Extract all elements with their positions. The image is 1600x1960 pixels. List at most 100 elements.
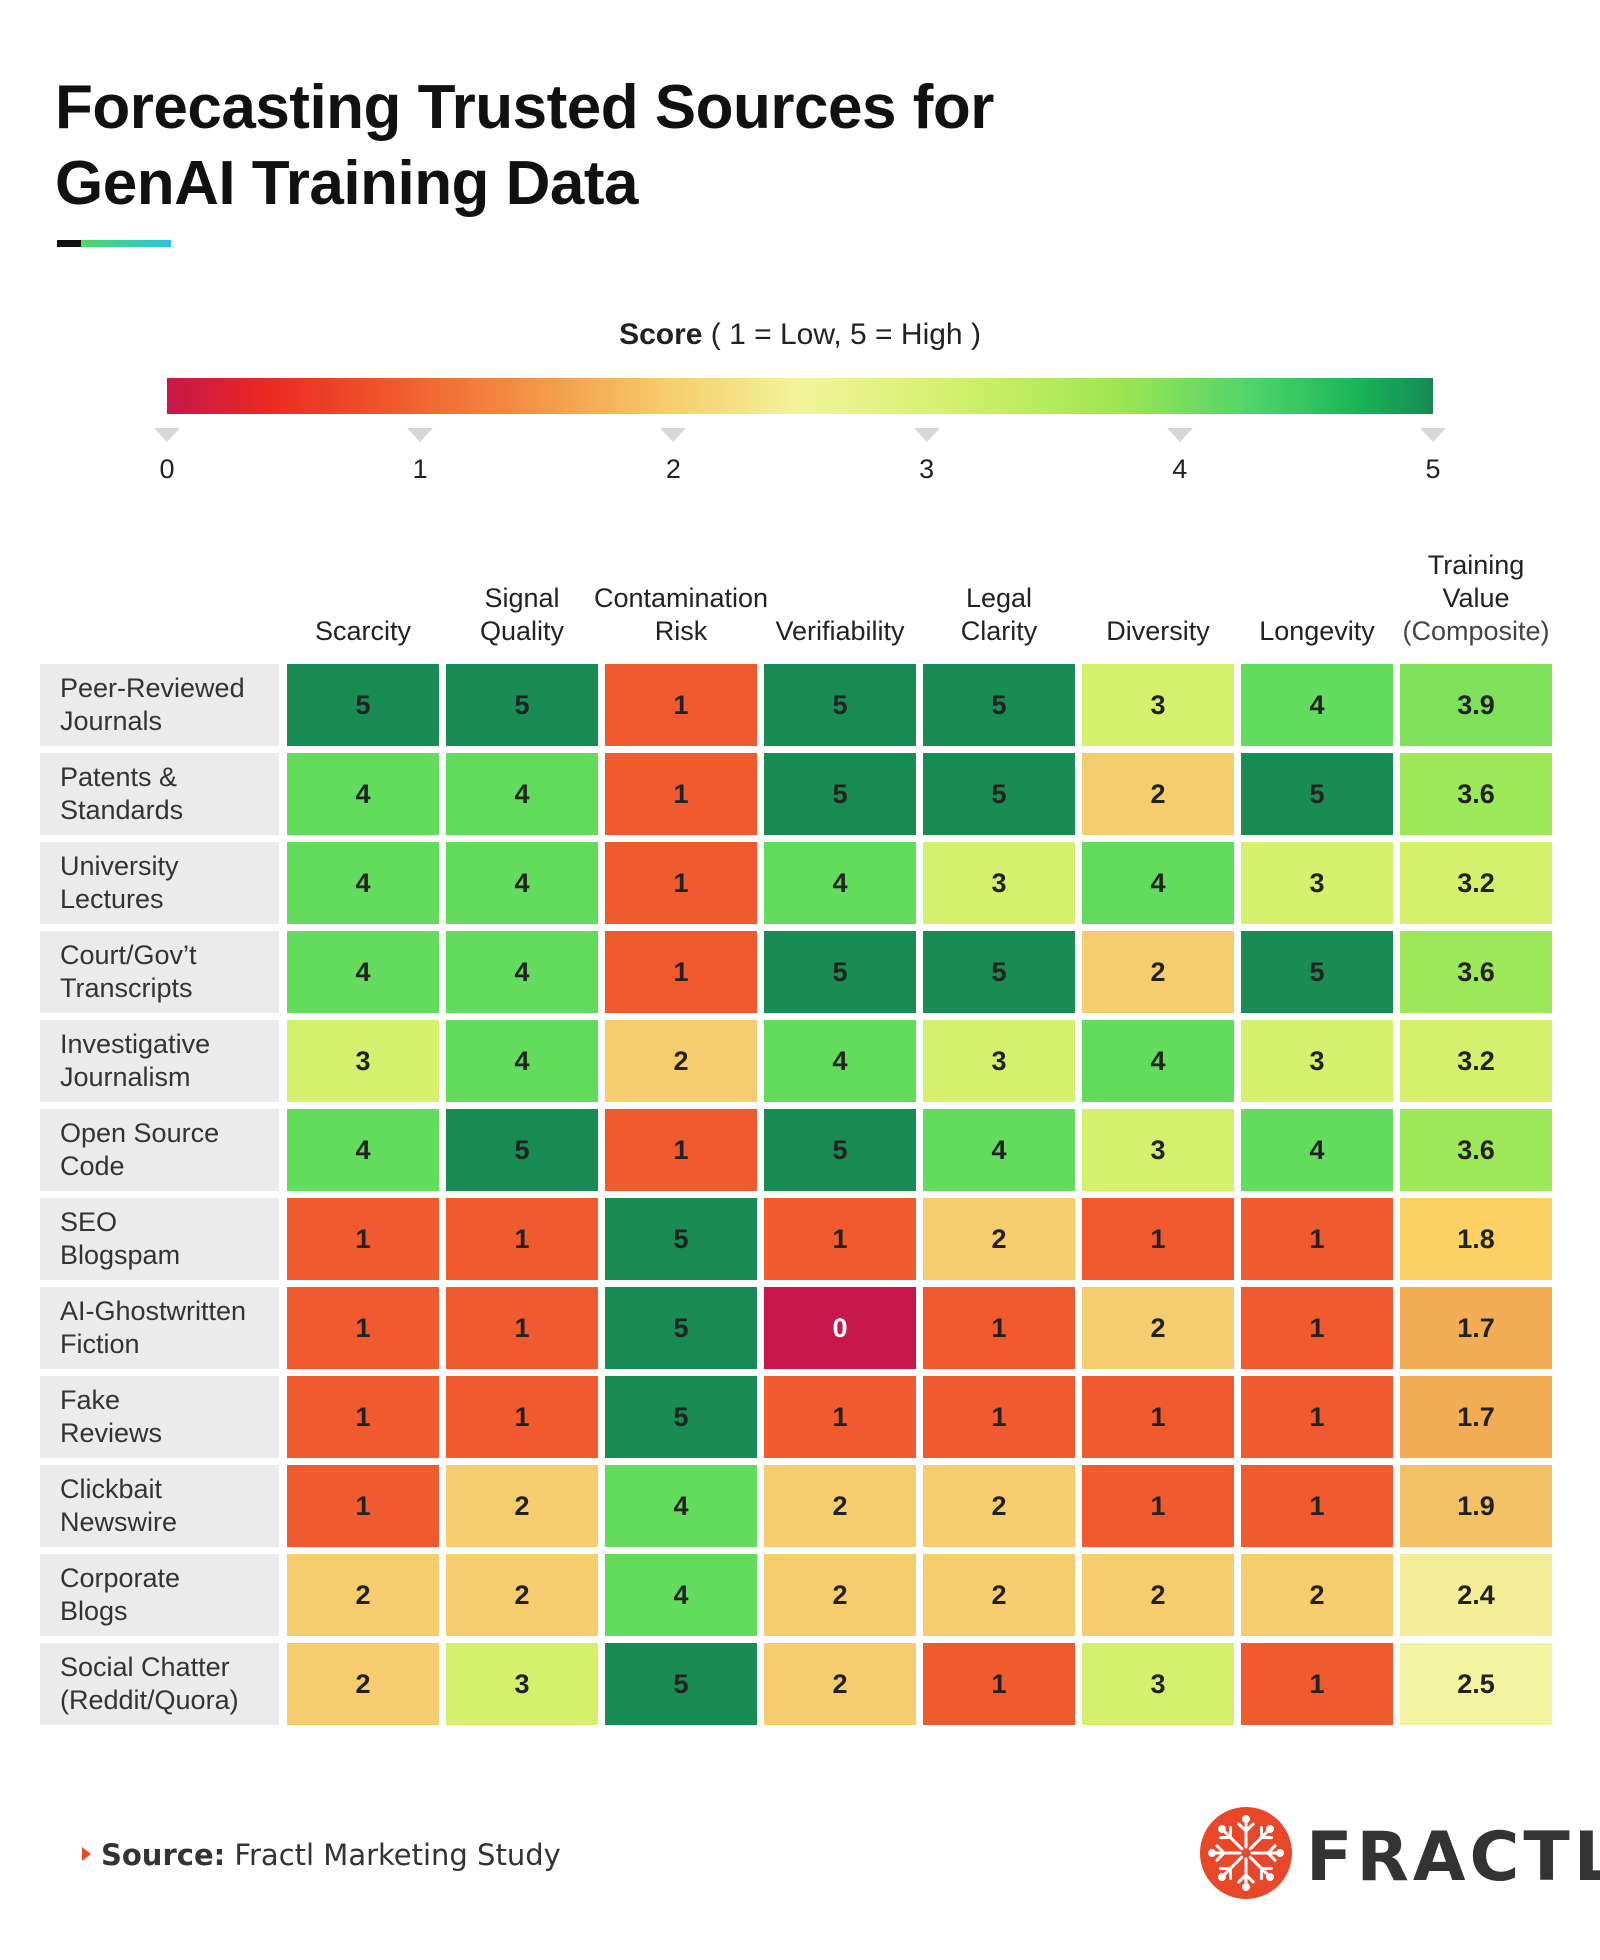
row-label: Fake Reviews	[40, 1376, 279, 1458]
score-cell: 4	[446, 931, 598, 1013]
legend-tick: 5	[1403, 428, 1463, 485]
column-header-line: Longevity	[1259, 616, 1375, 646]
score-cell: 2	[446, 1554, 598, 1636]
score-cell: 3	[1082, 1109, 1234, 1191]
score-cell: 4	[1082, 1020, 1234, 1102]
score-cell: 4	[446, 1020, 598, 1102]
score-cell: 1	[1082, 1376, 1234, 1458]
score-cell: 1	[1241, 1643, 1393, 1725]
score-cell: 5	[1241, 753, 1393, 835]
score-cell: 4	[764, 842, 916, 924]
row-label-line: Peer-Reviewed	[60, 673, 245, 703]
row-label-line: Court/Gov’t	[60, 940, 197, 970]
legend-title-rest: ( 1 = Low, 5 = High )	[702, 318, 981, 351]
row-label-line: Fiction	[60, 1329, 140, 1359]
score-cell: 5	[764, 664, 916, 746]
column-header: Scarcity	[287, 528, 439, 648]
column-header-subtitle: (Composite)	[1402, 616, 1550, 646]
score-cell: 1	[446, 1198, 598, 1280]
row-label: Patents & Standards	[40, 753, 279, 835]
row-label-line: Journalism	[60, 1062, 191, 1092]
composite-score-cell: 2.5	[1400, 1643, 1552, 1725]
source-label: Source:	[101, 1838, 226, 1872]
composite-score-cell: 1.8	[1400, 1198, 1552, 1280]
column-header-line: Value	[1442, 583, 1510, 613]
score-cell: 2	[287, 1554, 439, 1636]
score-cell: 1	[764, 1376, 916, 1458]
score-cell: 5	[605, 1198, 757, 1280]
score-cell: 3	[1241, 842, 1393, 924]
score-cell: 1	[446, 1287, 598, 1369]
score-cell: 1	[287, 1198, 439, 1280]
score-cell: 5	[287, 664, 439, 746]
column-header: Contamination Risk	[594, 528, 768, 648]
score-cell: 1	[1082, 1198, 1234, 1280]
score-cell: 1	[605, 664, 757, 746]
score-cell: 4	[764, 1020, 916, 1102]
row-label: Open Source Code	[40, 1109, 279, 1191]
legend-tick-marker-icon	[1420, 428, 1446, 442]
score-cell: 5	[764, 753, 916, 835]
row-label: Investigative Journalism	[40, 1020, 279, 1102]
score-cell: 3	[1241, 1020, 1393, 1102]
legend-title-bold: Score	[619, 318, 703, 351]
score-cell: 4	[287, 842, 439, 924]
column-header: Legal Clarity	[923, 528, 1075, 648]
score-cell: 4	[446, 753, 598, 835]
score-cell: 4	[605, 1465, 757, 1547]
row-label-line: Corporate	[60, 1563, 181, 1593]
score-cell: 1	[605, 931, 757, 1013]
score-cell: 1	[287, 1376, 439, 1458]
row-label-line: Code	[60, 1151, 125, 1181]
score-cell: 5	[764, 931, 916, 1013]
score-cell: 4	[287, 753, 439, 835]
score-cell: 1	[923, 1376, 1075, 1458]
accent-gradient-segment	[81, 240, 171, 247]
score-cell: 4	[287, 931, 439, 1013]
row-label: Court/Gov’t Transcripts	[40, 931, 279, 1013]
column-header: Verifiability	[764, 528, 916, 648]
score-cell: 1	[1241, 1198, 1393, 1280]
column-header: Diversity	[1082, 528, 1234, 648]
score-cell: 4	[1241, 664, 1393, 746]
legend-color-scale	[167, 378, 1433, 414]
composite-score-cell: 3.2	[1400, 842, 1552, 924]
column-header-line: Verifiability	[775, 616, 905, 646]
score-cell: 2	[1082, 931, 1234, 1013]
row-label-line: Journals	[60, 706, 163, 736]
score-cell: 5	[923, 931, 1075, 1013]
score-cell: 1	[1241, 1465, 1393, 1547]
score-cell: 3	[1082, 664, 1234, 746]
score-cell: 3	[287, 1020, 439, 1102]
legend-tick-marker-icon	[660, 428, 687, 442]
score-cell: 1	[923, 1643, 1075, 1725]
row-label-line: Newswire	[60, 1507, 178, 1537]
row-label-line: Blogs	[60, 1596, 128, 1626]
column-header-line: Diversity	[1106, 616, 1210, 646]
score-cell: 2	[1082, 1554, 1234, 1636]
column-header: Longevity	[1241, 528, 1393, 648]
composite-score-cell: 1.7	[1400, 1376, 1552, 1458]
column-header-line: Risk	[654, 616, 708, 646]
row-label-line: Standards	[60, 795, 184, 825]
legend-tick-marker-icon	[913, 428, 940, 442]
score-cell: 4	[605, 1554, 757, 1636]
legend-tick: 1	[390, 428, 450, 485]
score-cell: 4	[1241, 1109, 1393, 1191]
row-label: AI-Ghostwritten Fiction	[40, 1287, 279, 1369]
legend-title: Score ( 1 = Low, 5 = High )	[0, 318, 1600, 352]
score-cell: 2	[923, 1198, 1075, 1280]
score-cell: 2	[923, 1465, 1075, 1547]
row-label-line: Patents &	[60, 762, 178, 792]
column-header-line: Legal	[965, 583, 1033, 613]
score-cell: 2	[764, 1643, 916, 1725]
score-cell: 2	[923, 1554, 1075, 1636]
score-cell: 4	[923, 1109, 1075, 1191]
score-cell: 1	[605, 1109, 757, 1191]
score-cell: 4	[1082, 842, 1234, 924]
score-cell: 4	[287, 1109, 439, 1191]
source-text: Fractl Marketing Study	[225, 1838, 561, 1872]
composite-score-cell: 1.7	[1400, 1287, 1552, 1369]
score-cell: 2	[1241, 1554, 1393, 1636]
brand-wordmark: FRACTL	[1306, 1818, 1600, 1897]
